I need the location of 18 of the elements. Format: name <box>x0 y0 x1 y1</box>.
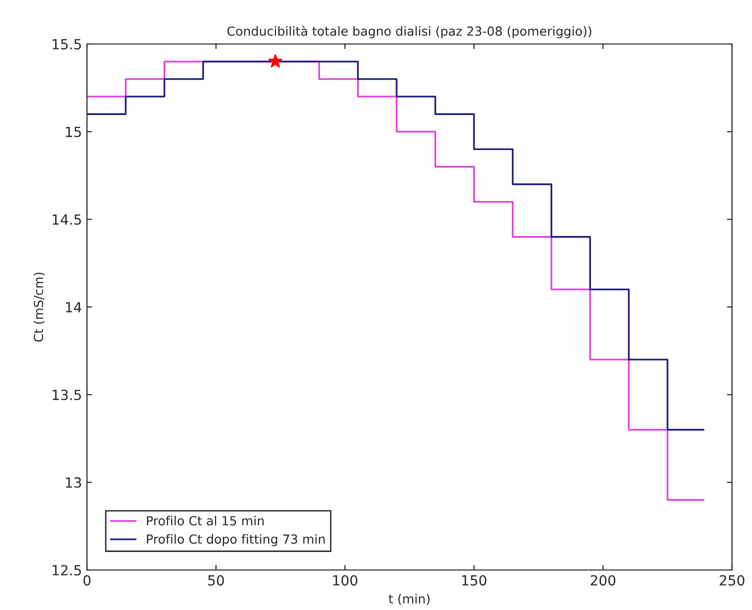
y-tick-label: 15.5 <box>52 39 81 50</box>
legend-label: Profilo Ct dopo fitting 73 min <box>146 534 325 546</box>
x-tick-label: 150 <box>462 575 486 586</box>
x-tick-label: 100 <box>333 575 358 586</box>
y-axis-title: Ct (mS/cm) <box>34 272 45 342</box>
y-tick-label: 14 <box>66 302 82 312</box>
legend-label: Profilo Ct al 15 min <box>146 516 264 526</box>
y-tick-label: 13 <box>66 477 82 488</box>
x-tick-label: 50 <box>208 575 224 586</box>
x-tick-label: 0 <box>83 575 90 586</box>
y-tick-label: 12.5 <box>52 564 81 576</box>
x-tick-label: 250 <box>720 575 744 586</box>
y-tick-label: 15 <box>66 126 81 138</box>
x-axis-title: t (min) <box>388 594 430 606</box>
chart-title: Conducibilità totale bagno dialisi (paz 23-08 (pomeriggio)) <box>227 26 592 38</box>
y-tick-label: 13.5 <box>52 390 81 400</box>
y-tick-label: 14.5 <box>52 214 81 225</box>
x-tick-label: 200 <box>590 575 616 586</box>
